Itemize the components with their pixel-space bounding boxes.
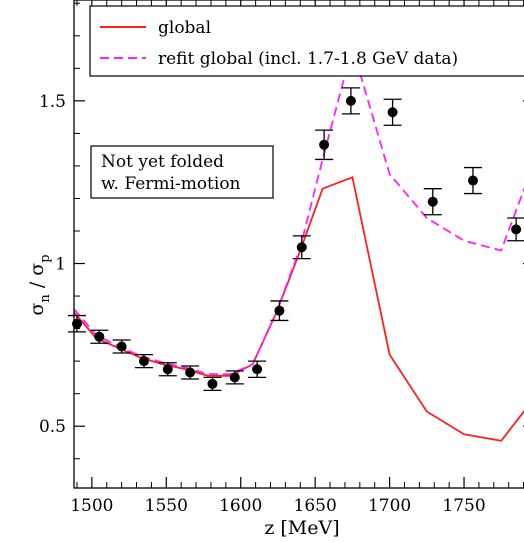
data-point — [134, 353, 153, 369]
data-marker — [94, 331, 105, 342]
data-marker — [274, 305, 285, 316]
data-point — [203, 376, 222, 392]
annotation-box: Not yet folded w. Fermi-motion — [90, 145, 274, 199]
data-points — [67, 87, 524, 392]
plot-frame — [73, 0, 524, 489]
data-marker — [427, 196, 438, 207]
data-point — [248, 360, 267, 379]
series-layer — [73, 43, 524, 442]
data-marker — [387, 107, 398, 118]
data-marker — [116, 341, 127, 352]
data-marker — [229, 372, 240, 383]
annotation-line-2: w. Fermi-motion — [101, 174, 241, 194]
data-point — [292, 235, 311, 260]
x-axis-title: z [MeV] — [264, 517, 339, 539]
data-marker — [511, 224, 522, 235]
annotation-line-1: Not yet folded — [101, 152, 224, 172]
data-marker — [185, 367, 196, 378]
series-line-refit — [73, 43, 524, 376]
data-marker — [207, 378, 218, 389]
series-line-global — [73, 176, 524, 442]
legend-label-global: global — [158, 18, 211, 38]
x-tick-label: 1600 — [219, 496, 262, 516]
data-point — [341, 87, 360, 115]
data-point — [463, 166, 482, 195]
data-point — [270, 300, 289, 322]
data-point — [181, 365, 200, 380]
x-tick-label: 1550 — [145, 496, 188, 516]
x-tick-label: 1750 — [442, 496, 485, 516]
data-marker — [345, 95, 356, 106]
data-marker — [252, 364, 263, 375]
x-tick-labels: 1500 1550 1600 1650 1700 1750 — [70, 496, 485, 516]
y-tick-label: 1 — [55, 255, 66, 275]
x-tick-label: 1500 — [70, 496, 113, 516]
data-marker — [467, 175, 478, 186]
svg-text:σn / σp: σn / σp — [26, 254, 53, 315]
data-point — [90, 329, 109, 344]
x-tick-label: 1650 — [294, 496, 337, 516]
data-marker — [138, 356, 149, 367]
data-marker — [296, 242, 307, 253]
data-point — [225, 370, 244, 385]
data-point — [112, 339, 131, 354]
data-marker — [319, 139, 330, 150]
data-point — [507, 217, 524, 242]
data-point — [383, 98, 402, 126]
y-tick-label: 1.5 — [39, 92, 66, 112]
data-marker — [162, 364, 173, 375]
y-tick-label: 0.5 — [39, 417, 66, 437]
y-tick-labels: 0.5 1 1.5 — [39, 92, 66, 437]
data-point — [158, 362, 177, 377]
x-tick-label: 1700 — [368, 496, 411, 516]
y-axis-title: σn / σp — [26, 254, 53, 315]
legend-label-refit: refit global (incl. 1.7-1.8 GeV data) — [158, 49, 458, 69]
legend: global refit global (incl. 1.7-1.8 GeV d… — [89, 5, 524, 77]
data-point — [423, 188, 442, 216]
data-point — [315, 129, 334, 161]
